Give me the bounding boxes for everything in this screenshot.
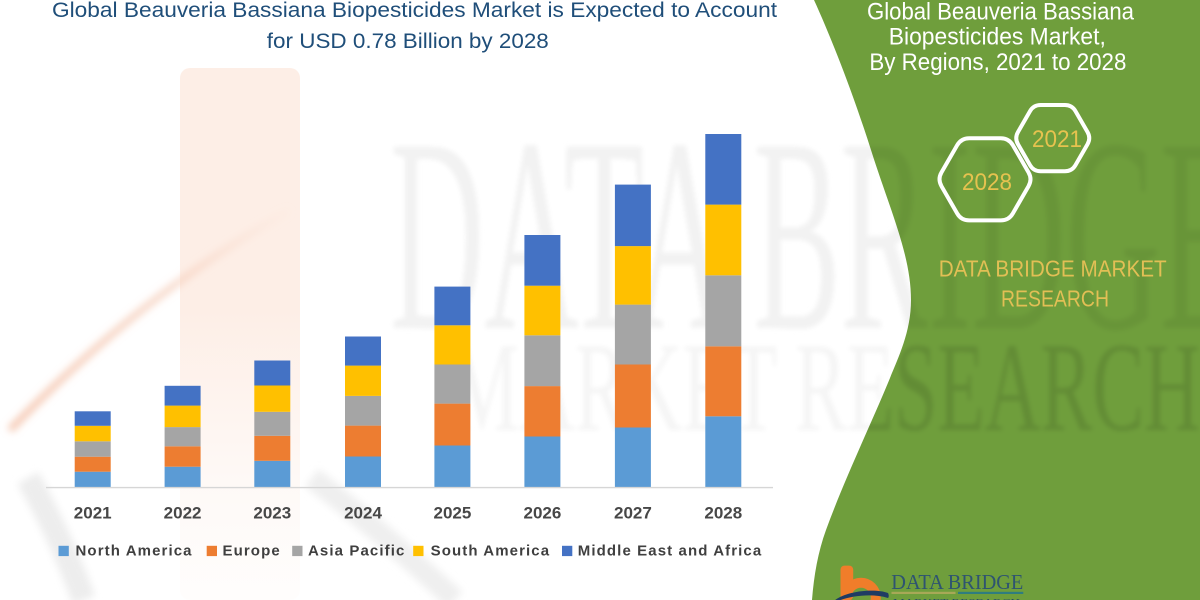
svg-text:2025: 2025	[433, 504, 471, 523]
svg-text:2027: 2027	[614, 504, 652, 523]
svg-text:2024: 2024	[344, 504, 382, 523]
svg-text:DATA BRIDGE: DATA BRIDGE	[891, 570, 1023, 594]
svg-text:for USD 0.78 Billion by 2028: for USD 0.78 Billion by 2028	[267, 29, 549, 53]
svg-text:South America: South America	[431, 542, 551, 559]
svg-text:Europe: Europe	[223, 542, 281, 559]
svg-text:2021: 2021	[74, 504, 112, 523]
svg-text:Global Beauveria Bassiana: Global Beauveria Bassiana	[867, 0, 1135, 26]
svg-text:RESEARCH: RESEARCH	[1001, 286, 1109, 312]
svg-text:DATA BRIDGE MARKET: DATA BRIDGE MARKET	[939, 256, 1167, 282]
svg-text:Middle East and Africa: Middle East and Africa	[578, 542, 763, 559]
svg-text:Asia Pacific: Asia Pacific	[308, 542, 405, 559]
svg-text:2023: 2023	[253, 504, 291, 523]
svg-text:2028: 2028	[962, 169, 1012, 196]
svg-text:North America: North America	[76, 542, 193, 559]
svg-text:2026: 2026	[523, 504, 561, 523]
svg-text:Global Beauveria Bassiana Biop: Global Beauveria Bassiana Biopesticides …	[52, 0, 777, 22]
svg-text:2022: 2022	[164, 504, 202, 523]
svg-text:MARKET RESEARCH: MARKET RESEARCH	[893, 598, 1021, 600]
svg-text:By Regions, 2021 to 2028: By Regions, 2021 to 2028	[869, 49, 1126, 76]
svg-text:Biopesticides Market,: Biopesticides Market,	[889, 24, 1106, 51]
svg-text:2028: 2028	[704, 504, 742, 523]
svg-text:2021: 2021	[1032, 126, 1082, 153]
